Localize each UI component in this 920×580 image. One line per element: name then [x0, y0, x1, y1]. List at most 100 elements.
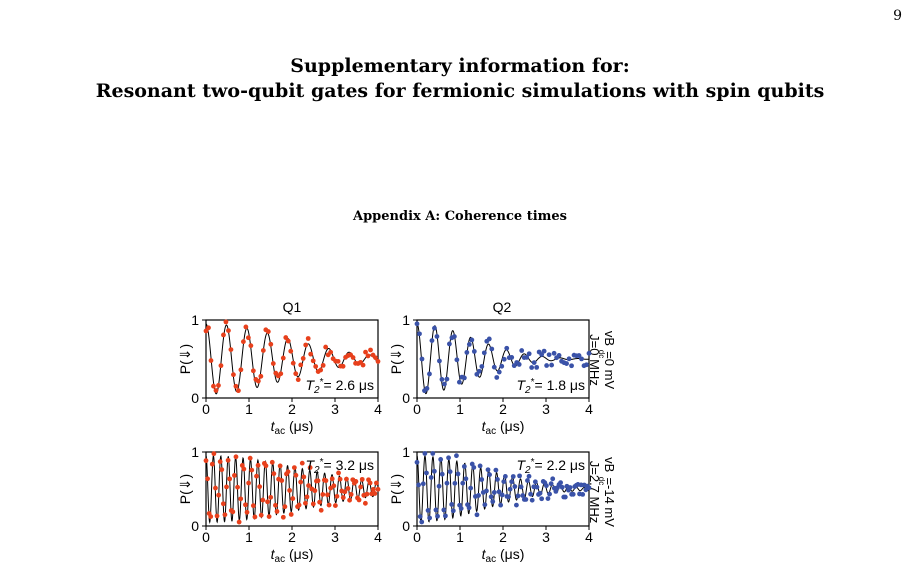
data-point [257, 484, 263, 490]
data-point [491, 364, 497, 370]
svg-text:vB =0 mV: vB =0 mV [602, 331, 617, 390]
data-point [312, 488, 318, 494]
data-point [303, 500, 308, 506]
title-line-2: Resonant two-qubit gates for fermionic s… [95, 80, 825, 102]
data-point [285, 338, 291, 344]
row-label-bottom: vB =-14 mV dc J=2.7 MHz [587, 457, 617, 527]
data-point [280, 355, 286, 361]
data-point [529, 365, 535, 370]
data-point [228, 347, 234, 353]
data-point [442, 381, 447, 387]
data-point [447, 469, 453, 475]
data-point [216, 492, 222, 498]
data-point [255, 462, 261, 468]
data-point [493, 467, 499, 473]
data-point [488, 494, 494, 500]
data-point [570, 491, 576, 497]
x-tick-label: 3 [542, 401, 550, 417]
data-point [427, 515, 433, 521]
data-point [461, 375, 467, 381]
data-point [451, 334, 457, 339]
data-point [293, 371, 299, 377]
data-point [466, 342, 472, 347]
data-point [471, 465, 477, 470]
data-point [323, 478, 329, 484]
data-point [476, 368, 482, 374]
data-point [450, 508, 456, 514]
data-point [236, 388, 241, 394]
data-point [482, 502, 488, 508]
x-axis-label: tac (μs) [271, 418, 314, 437]
data-point [419, 519, 425, 525]
data-point [364, 491, 370, 497]
data-point [260, 348, 266, 353]
data-point [520, 493, 526, 498]
data-point [290, 360, 296, 366]
title-line-1: Supplementary information for: [290, 55, 630, 77]
data-point [446, 455, 451, 461]
data-point [485, 467, 491, 473]
data-point [206, 325, 211, 331]
data-point [250, 368, 256, 374]
data-point [510, 474, 516, 479]
x-tick-label: 2 [499, 529, 507, 545]
data-point [208, 358, 214, 363]
row-label-bottom-line2: J=2.7 MHz [587, 461, 602, 524]
data-point [424, 386, 430, 391]
data-point [509, 355, 515, 360]
data-point [240, 339, 246, 345]
data-point [265, 499, 270, 505]
data-point [298, 362, 304, 368]
data-point [291, 465, 297, 471]
data-point [559, 484, 565, 490]
data-point [481, 350, 487, 356]
data-point [502, 474, 508, 479]
data-point [342, 489, 348, 495]
data-point [576, 353, 582, 358]
data-point [345, 486, 351, 491]
y-tick-label: 0 [191, 518, 199, 534]
data-point [420, 481, 426, 487]
data-point [479, 364, 485, 369]
data-point [216, 383, 221, 388]
data-point [221, 332, 226, 338]
data-point [353, 479, 359, 484]
t2-annotation: T2*= 1.8 μs [516, 377, 585, 396]
data-point [222, 512, 228, 518]
data-point [270, 361, 276, 366]
data-point [422, 451, 428, 456]
data-point [456, 379, 462, 385]
y-axis-label: P(⇓) [388, 474, 404, 504]
y-tick-label: 1 [402, 444, 410, 460]
x-tick-label: 1 [456, 401, 464, 417]
data-point [305, 336, 311, 341]
data-point [365, 353, 371, 359]
data-point [359, 476, 365, 482]
data-point [308, 351, 314, 357]
data-point [518, 484, 524, 490]
data-point [549, 362, 555, 368]
data-point [244, 509, 250, 515]
data-point [427, 371, 432, 377]
data-point [334, 493, 340, 499]
data-point [431, 468, 437, 474]
x-tick-label: 0 [413, 401, 421, 417]
data-point [274, 509, 280, 514]
data-point [266, 514, 272, 519]
data-point [479, 477, 485, 482]
data-point [496, 369, 502, 375]
data-point [255, 378, 261, 384]
data-point [299, 460, 305, 466]
data-point [252, 514, 258, 520]
data-point [254, 473, 259, 479]
data-point [469, 337, 475, 343]
data-point [414, 321, 420, 327]
data-point [320, 492, 326, 497]
data-point [335, 358, 341, 364]
data-point [454, 453, 459, 459]
data-point [263, 463, 269, 469]
data-point [509, 479, 515, 485]
data-point [296, 502, 302, 508]
data-point [550, 476, 556, 482]
